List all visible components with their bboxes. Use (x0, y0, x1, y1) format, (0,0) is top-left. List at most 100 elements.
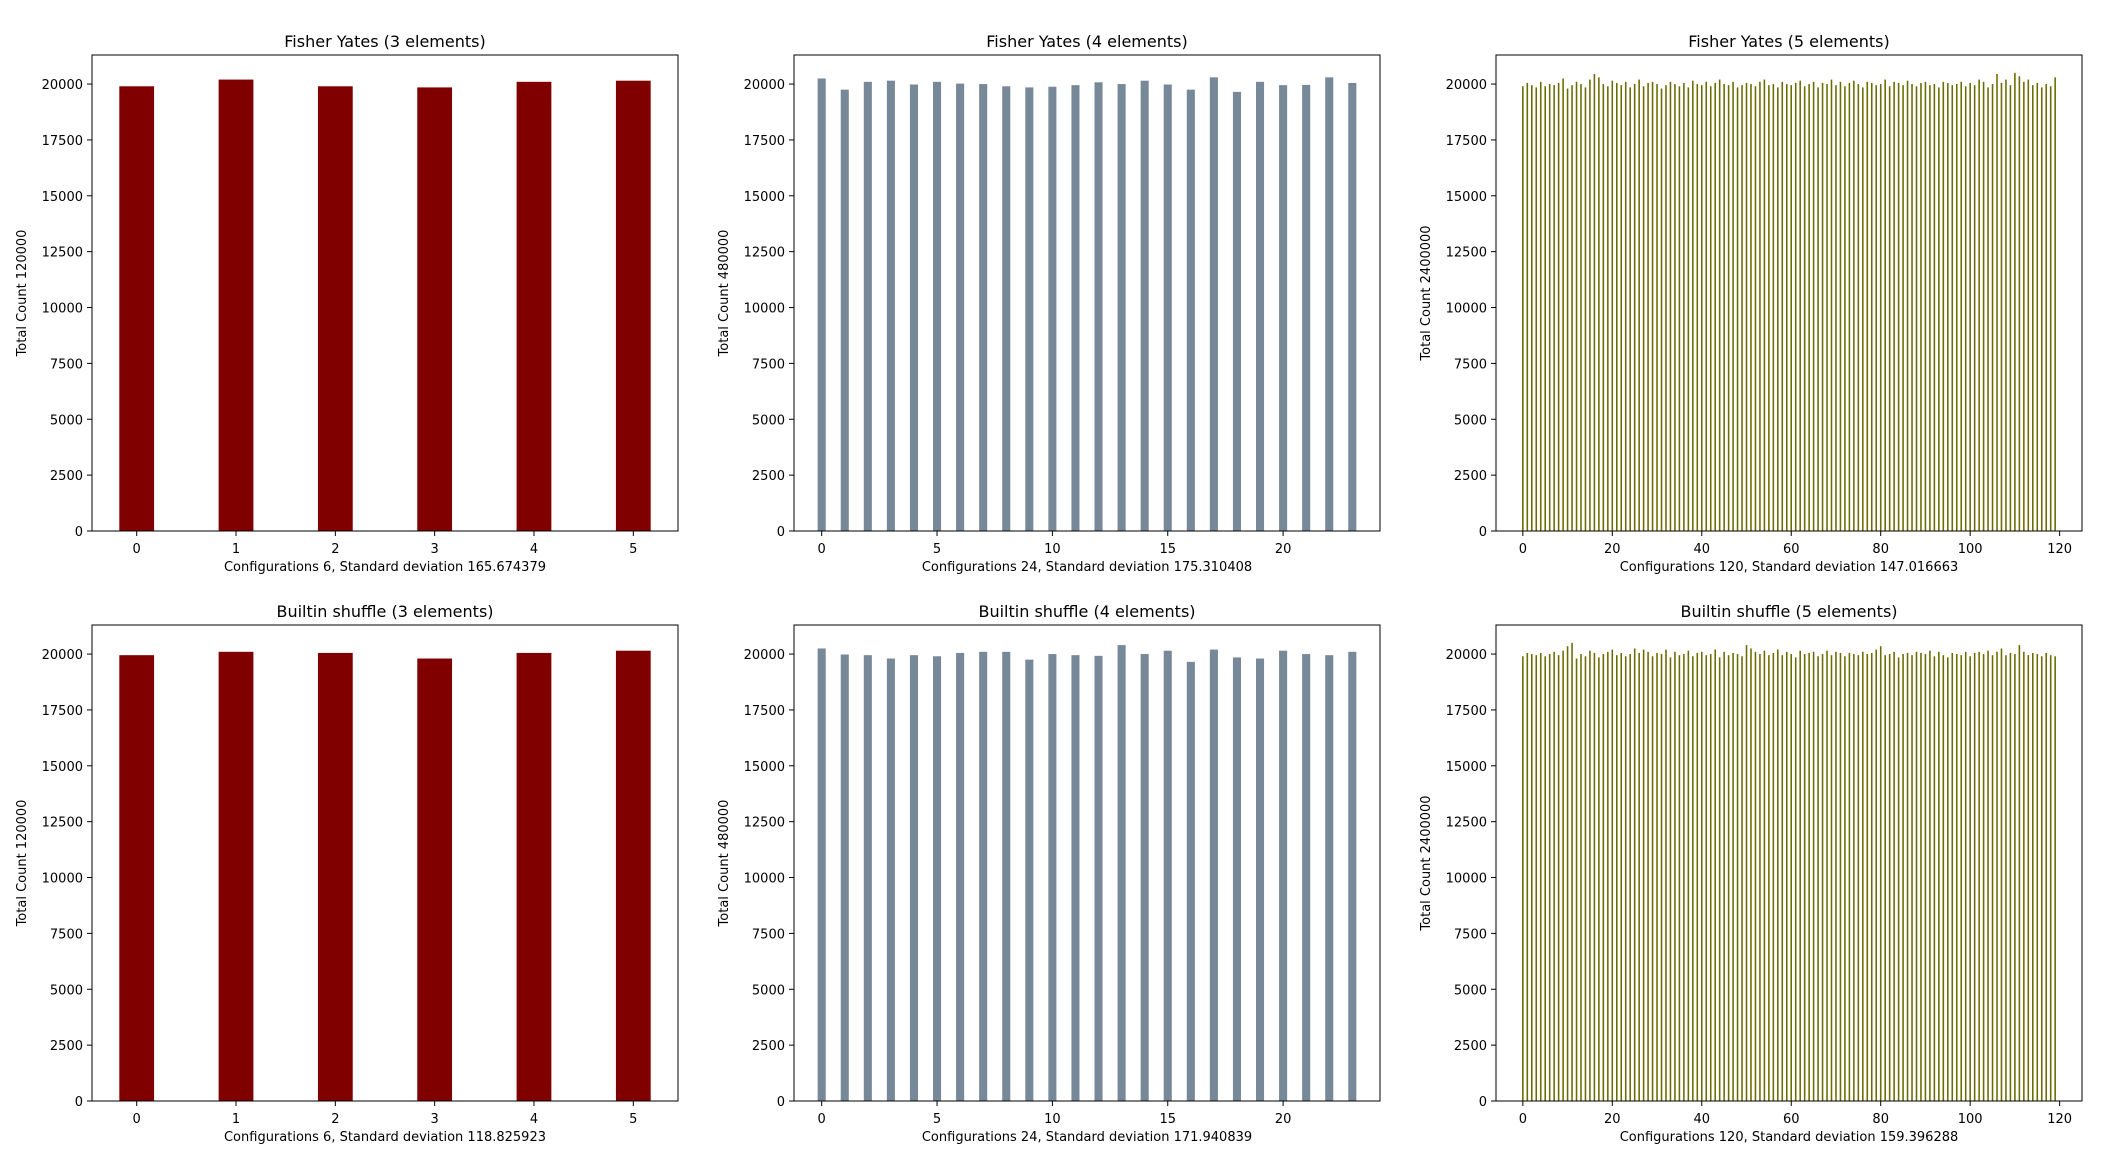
bar (1848, 652, 1851, 1101)
bar (1741, 656, 1743, 1101)
y-tick-label: 0 (75, 525, 83, 540)
bar (1960, 81, 1963, 532)
bar (863, 81, 872, 532)
bar (1669, 657, 1672, 1101)
x-tick-label: 2 (331, 1112, 339, 1127)
bar (1651, 81, 1654, 532)
bar (1607, 86, 1609, 532)
bar (1942, 655, 1945, 1101)
y-tick-label: 17500 (42, 704, 83, 719)
bar (1611, 649, 1614, 1101)
x-tick-label: 60 (1783, 1112, 1800, 1127)
y-tick-label: 12500 (744, 246, 785, 261)
bar (1629, 654, 1631, 1101)
bar (1548, 654, 1551, 1101)
bar (1978, 79, 1980, 532)
bar (2000, 648, 2003, 1101)
bar (1982, 81, 1985, 532)
bar (1969, 82, 1971, 532)
bar (1982, 654, 1985, 1101)
y-tick-label: 5000 (752, 413, 785, 428)
bar (1826, 650, 1828, 1101)
bar (1790, 654, 1793, 1101)
x-tick-label: 15 (1159, 1112, 1176, 1127)
bar (1562, 650, 1564, 1101)
bar (1911, 655, 1913, 1101)
bar (1209, 649, 1218, 1101)
bar (1826, 84, 1828, 532)
bar (1539, 652, 1542, 1101)
bar (1557, 655, 1560, 1101)
bar (1723, 651, 1725, 1101)
x-tick-label: 10 (1044, 1112, 1061, 1127)
bar (1991, 655, 1994, 1101)
bar (909, 84, 919, 531)
y-tick-label: 17500 (1446, 704, 1487, 719)
bar (1955, 84, 1958, 532)
bar (1911, 84, 1913, 532)
chart-title: Fisher Yates (4 elements) (986, 32, 1187, 51)
y-axis-label: Total Count 2400000 (1419, 225, 1434, 361)
bar (1799, 650, 1801, 1101)
bar (933, 656, 942, 1101)
bar (1548, 84, 1551, 532)
bar-group (1522, 642, 2056, 1101)
bar (1553, 651, 1555, 1101)
bar (1656, 652, 1658, 1101)
bar (1186, 661, 1195, 1101)
x-tick-label: 0 (1519, 542, 1527, 557)
bar (1973, 652, 1976, 1101)
bar (1048, 654, 1057, 1101)
bar (1853, 654, 1855, 1101)
bar (1964, 86, 1967, 532)
bar (1692, 656, 1694, 1101)
bar (1025, 87, 1034, 532)
bar (1687, 87, 1690, 532)
x-tick-label: 5 (933, 542, 941, 557)
bar (1593, 652, 1596, 1101)
bar (1714, 82, 1716, 532)
y-tick-label: 7500 (50, 927, 83, 942)
y-tick-label: 10000 (744, 302, 785, 317)
x-axis-label: Configurations 24, Standard deviation 17… (922, 560, 1252, 575)
bar (1638, 652, 1640, 1101)
bar (1678, 86, 1681, 532)
bar (1117, 84, 1126, 532)
bar (1714, 649, 1716, 1101)
bar (2009, 652, 2012, 1101)
bar (1279, 650, 1288, 1101)
bar (1571, 642, 1573, 1101)
y-tick-label: 15000 (42, 760, 83, 775)
chart-panel-0: 0 2500 5000 7500 10000 12500 15000 17500 20000 0 1… (15, 32, 679, 575)
x-axis-label: Configurations 24, Standard deviation 17… (922, 1130, 1252, 1145)
bar (1647, 82, 1649, 532)
bar (1209, 77, 1218, 532)
y-tick-label: 17500 (744, 704, 785, 719)
bar (1866, 654, 1869, 1101)
y-tick-label: 10000 (42, 302, 83, 317)
bar (1727, 655, 1730, 1101)
x-tick-label: 0 (133, 542, 141, 557)
y-tick-label: 12500 (42, 246, 83, 261)
bar (218, 651, 254, 1101)
y-axis-label: Total Count 480000 (717, 800, 732, 928)
bar (1705, 655, 1708, 1101)
x-tick-label: 2 (331, 542, 339, 557)
bar (1759, 81, 1761, 532)
y-tick-label: 20000 (1446, 648, 1487, 663)
y-tick-label: 12500 (1446, 246, 1487, 261)
bar (1302, 84, 1311, 531)
bar (1255, 658, 1265, 1101)
x-tick-label: 80 (1872, 1112, 1889, 1127)
y-tick-label: 7500 (752, 927, 785, 942)
bar (2005, 655, 2007, 1101)
bar (1665, 85, 1667, 532)
bar (1830, 79, 1833, 532)
bar (1620, 85, 1623, 532)
x-tick-label: 0 (818, 1112, 826, 1127)
x-tick-label: 1 (232, 1112, 240, 1127)
bar (1853, 80, 1855, 532)
bar-group (119, 79, 651, 532)
bar (1839, 652, 1842, 1101)
